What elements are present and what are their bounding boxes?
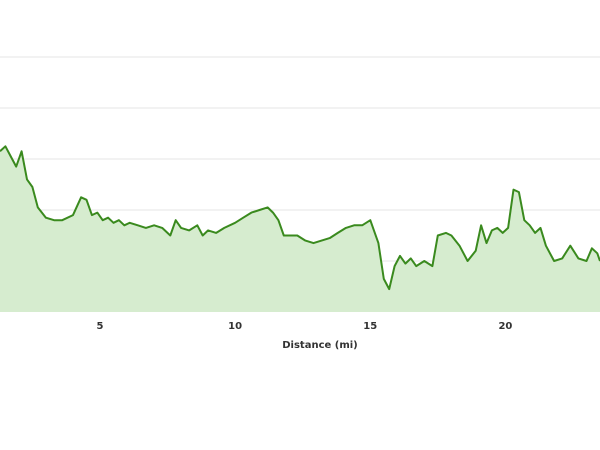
elevation-line xyxy=(0,145,600,291)
x-tick-label-15: 15 xyxy=(363,321,377,332)
x-tick-label-20: 20 xyxy=(498,321,512,332)
x-axis-title: Distance (mi) xyxy=(282,340,358,351)
elevation-area-fill xyxy=(0,146,600,312)
x-tick-label-10: 10 xyxy=(228,321,242,332)
x-axis-ticks: 5 10 15 20 xyxy=(97,321,513,332)
area-layer xyxy=(0,145,600,312)
x-tick-label-5: 5 xyxy=(97,321,104,332)
